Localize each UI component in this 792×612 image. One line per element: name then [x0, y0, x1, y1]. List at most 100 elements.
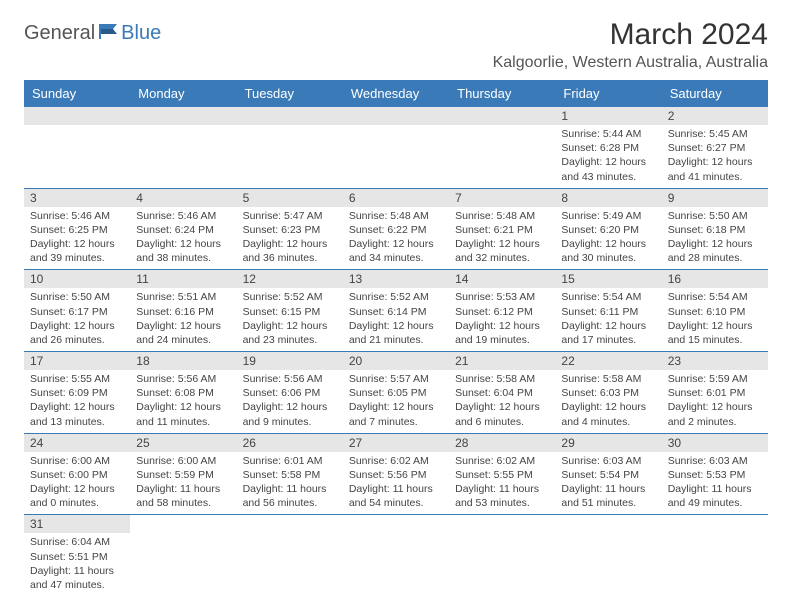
day-info-line: Sunset: 5:55 PM: [455, 468, 549, 482]
day-info-line: Sunset: 5:59 PM: [136, 468, 230, 482]
day-info: Sunrise: 6:03 AMSunset: 5:53 PMDaylight:…: [662, 452, 768, 515]
calendar-day-cell: [662, 515, 768, 596]
calendar-day-cell: 3Sunrise: 5:46 AMSunset: 6:25 PMDaylight…: [24, 188, 130, 270]
day-info-line: Daylight: 11 hours: [668, 482, 762, 496]
day-info: Sunrise: 5:55 AMSunset: 6:09 PMDaylight:…: [24, 370, 130, 433]
weekday-header: Sunday: [24, 80, 130, 107]
day-info: Sunrise: 5:52 AMSunset: 6:15 PMDaylight:…: [237, 288, 343, 351]
day-info: Sunrise: 5:46 AMSunset: 6:25 PMDaylight:…: [24, 207, 130, 270]
day-info: Sunrise: 6:02 AMSunset: 5:55 PMDaylight:…: [449, 452, 555, 515]
calendar-day-cell: 19Sunrise: 5:56 AMSunset: 6:06 PMDayligh…: [237, 352, 343, 434]
calendar-day-cell: [130, 515, 236, 596]
calendar-day-cell: 20Sunrise: 5:57 AMSunset: 6:05 PMDayligh…: [343, 352, 449, 434]
day-info-line: Sunset: 5:53 PM: [668, 468, 762, 482]
day-number: 29: [555, 434, 661, 452]
day-info: Sunrise: 5:50 AMSunset: 6:18 PMDaylight:…: [662, 207, 768, 270]
day-number: 2: [662, 107, 768, 125]
day-info-line: and 58 minutes.: [136, 496, 230, 510]
day-info-line: and 56 minutes.: [243, 496, 337, 510]
day-info-line: Daylight: 12 hours: [349, 319, 443, 333]
calendar-day-cell: [237, 515, 343, 596]
day-info: Sunrise: 5:56 AMSunset: 6:08 PMDaylight:…: [130, 370, 236, 433]
calendar-day-cell: 21Sunrise: 5:58 AMSunset: 6:04 PMDayligh…: [449, 352, 555, 434]
weekday-header: Wednesday: [343, 80, 449, 107]
day-number: 6: [343, 189, 449, 207]
day-info-line: Sunset: 6:12 PM: [455, 305, 549, 319]
day-info: Sunrise: 5:50 AMSunset: 6:17 PMDaylight:…: [24, 288, 130, 351]
calendar-day-cell: 16Sunrise: 5:54 AMSunset: 6:10 PMDayligh…: [662, 270, 768, 352]
day-info: Sunrise: 6:01 AMSunset: 5:58 PMDaylight:…: [237, 452, 343, 515]
day-info-line: Sunrise: 5:58 AM: [455, 372, 549, 386]
day-info-line: Sunrise: 5:44 AM: [561, 127, 655, 141]
day-info-line: and 26 minutes.: [30, 333, 124, 347]
day-info-line: Sunrise: 6:03 AM: [668, 454, 762, 468]
day-info-line: Sunrise: 5:56 AM: [243, 372, 337, 386]
day-info-line: Daylight: 12 hours: [243, 237, 337, 251]
calendar-day-cell: 25Sunrise: 6:00 AMSunset: 5:59 PMDayligh…: [130, 433, 236, 515]
day-info-line: Sunset: 6:18 PM: [668, 223, 762, 237]
day-info-line: Sunset: 6:16 PM: [136, 305, 230, 319]
day-info: Sunrise: 6:04 AMSunset: 5:51 PMDaylight:…: [24, 533, 130, 596]
day-number: 12: [237, 270, 343, 288]
day-info-line: and 2 minutes.: [668, 415, 762, 429]
day-info: Sunrise: 5:52 AMSunset: 6:14 PMDaylight:…: [343, 288, 449, 351]
calendar-day-cell: 31Sunrise: 6:04 AMSunset: 5:51 PMDayligh…: [24, 515, 130, 596]
day-info: Sunrise: 5:48 AMSunset: 6:22 PMDaylight:…: [343, 207, 449, 270]
day-info-line: Daylight: 12 hours: [561, 319, 655, 333]
day-number: 17: [24, 352, 130, 370]
day-info-line: Sunrise: 5:53 AM: [455, 290, 549, 304]
day-info-line: Daylight: 12 hours: [30, 237, 124, 251]
day-info-line: Sunrise: 5:52 AM: [243, 290, 337, 304]
calendar-day-cell: [237, 107, 343, 188]
location-text: Kalgoorlie, Western Australia, Australia: [493, 54, 768, 72]
day-info: Sunrise: 5:45 AMSunset: 6:27 PMDaylight:…: [662, 125, 768, 188]
calendar-day-cell: 15Sunrise: 5:54 AMSunset: 6:11 PMDayligh…: [555, 270, 661, 352]
day-info-line: and 49 minutes.: [668, 496, 762, 510]
day-info-line: Sunset: 5:51 PM: [30, 550, 124, 564]
day-info-line: Daylight: 12 hours: [30, 482, 124, 496]
calendar-day-cell: 14Sunrise: 5:53 AMSunset: 6:12 PMDayligh…: [449, 270, 555, 352]
day-number: 27: [343, 434, 449, 452]
day-info-line: Sunset: 6:24 PM: [136, 223, 230, 237]
day-info-line: and 51 minutes.: [561, 496, 655, 510]
day-info-line: Sunset: 6:21 PM: [455, 223, 549, 237]
day-info-line: Sunrise: 5:50 AM: [668, 209, 762, 223]
day-info-line: and 41 minutes.: [668, 170, 762, 184]
day-info-line: Sunset: 6:01 PM: [668, 386, 762, 400]
day-info-line: Sunrise: 6:02 AM: [349, 454, 443, 468]
calendar-day-cell: 29Sunrise: 6:03 AMSunset: 5:54 PMDayligh…: [555, 433, 661, 515]
weekday-header: Tuesday: [237, 80, 343, 107]
day-info-line: Daylight: 12 hours: [136, 319, 230, 333]
day-info-line: and 30 minutes.: [561, 251, 655, 265]
day-info-line: Daylight: 11 hours: [561, 482, 655, 496]
day-info-line: Sunset: 6:03 PM: [561, 386, 655, 400]
logo-text-blue: Blue: [121, 22, 161, 45]
day-number: 5: [237, 189, 343, 207]
day-info-line: Sunset: 6:20 PM: [561, 223, 655, 237]
day-info-line: Sunrise: 5:49 AM: [561, 209, 655, 223]
day-info-line: Sunrise: 5:59 AM: [668, 372, 762, 386]
calendar-day-cell: 11Sunrise: 5:51 AMSunset: 6:16 PMDayligh…: [130, 270, 236, 352]
day-info-line: Daylight: 11 hours: [30, 564, 124, 578]
day-info-line: and 53 minutes.: [455, 496, 549, 510]
day-info-line: Sunrise: 5:48 AM: [349, 209, 443, 223]
day-info-line: and 32 minutes.: [455, 251, 549, 265]
day-info-line: Sunrise: 5:56 AM: [136, 372, 230, 386]
day-info-line: and 17 minutes.: [561, 333, 655, 347]
day-number: 11: [130, 270, 236, 288]
day-number: 18: [130, 352, 236, 370]
day-info-line: and 13 minutes.: [30, 415, 124, 429]
calendar-day-cell: [24, 107, 130, 188]
day-info: Sunrise: 5:49 AMSunset: 6:20 PMDaylight:…: [555, 207, 661, 270]
day-info-line: and 23 minutes.: [243, 333, 337, 347]
day-info: Sunrise: 5:47 AMSunset: 6:23 PMDaylight:…: [237, 207, 343, 270]
day-info-line: and 47 minutes.: [30, 578, 124, 592]
calendar-day-cell: 4Sunrise: 5:46 AMSunset: 6:24 PMDaylight…: [130, 188, 236, 270]
day-info-line: Sunset: 6:06 PM: [243, 386, 337, 400]
day-info-line: Sunrise: 6:02 AM: [455, 454, 549, 468]
day-info-line: Sunrise: 5:52 AM: [349, 290, 443, 304]
day-info-line: Daylight: 12 hours: [561, 237, 655, 251]
weekday-header: Saturday: [662, 80, 768, 107]
day-info-line: Daylight: 12 hours: [455, 237, 549, 251]
calendar-table: Sunday Monday Tuesday Wednesday Thursday…: [24, 80, 768, 596]
